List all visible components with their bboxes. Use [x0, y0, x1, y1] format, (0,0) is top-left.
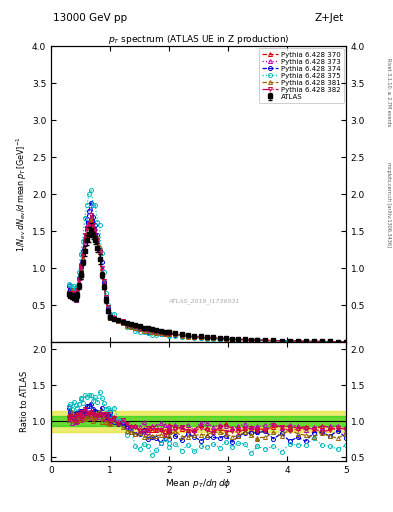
Pythia 6.428 374	[129, 324, 134, 330]
Pythia 6.428 373	[327, 338, 332, 345]
Pythia 6.428 374	[154, 330, 159, 336]
Text: Z+Jet: Z+Jet	[315, 13, 344, 23]
Text: ATLAS_2019_I1736531: ATLAS_2019_I1736531	[169, 298, 240, 304]
Pythia 6.428 373	[154, 328, 159, 334]
Pythia 6.428 374	[279, 338, 284, 344]
Pythia 6.428 375	[327, 339, 332, 345]
Pythia 6.428 382	[129, 323, 134, 329]
Pythia 6.428 381	[327, 338, 332, 345]
Pythia 6.428 375	[279, 338, 284, 345]
Line: Pythia 6.428 370: Pythia 6.428 370	[67, 217, 348, 344]
Pythia 6.428 375	[89, 186, 94, 193]
Pythia 6.428 373	[343, 338, 348, 345]
Line: Pythia 6.428 375: Pythia 6.428 375	[67, 188, 348, 344]
Pythia 6.428 381	[103, 297, 108, 304]
Pythia 6.428 375	[66, 281, 71, 287]
Pythia 6.428 373	[279, 338, 284, 344]
Pythia 6.428 373	[66, 290, 71, 296]
Pythia 6.428 381	[343, 339, 348, 345]
Pythia 6.428 370	[95, 236, 100, 242]
Pythia 6.428 382	[66, 289, 71, 295]
Pythia 6.428 370	[154, 329, 159, 335]
Pythia 6.428 370	[327, 338, 332, 345]
Pythia 6.428 382	[327, 338, 332, 345]
Pythia 6.428 374	[343, 339, 348, 345]
Pythia 6.428 375	[129, 324, 134, 330]
Pythia 6.428 375	[103, 290, 108, 296]
Pythia 6.428 370	[279, 337, 284, 344]
X-axis label: Mean $p_T/d\eta\,d\phi$: Mean $p_T/d\eta\,d\phi$	[165, 477, 232, 490]
Pythia 6.428 381	[66, 289, 71, 295]
Title: $p_T$ spectrum (ATLAS UE in Z production): $p_T$ spectrum (ATLAS UE in Z production…	[108, 33, 289, 46]
Pythia 6.428 375	[343, 339, 348, 345]
Line: Pythia 6.428 373: Pythia 6.428 373	[67, 223, 348, 344]
Pythia 6.428 373	[84, 222, 89, 228]
Pythia 6.428 373	[129, 323, 134, 329]
Pythia 6.428 375	[95, 219, 100, 225]
Pythia 6.428 370	[89, 216, 94, 222]
Pythia 6.428 381	[95, 234, 100, 241]
Pythia 6.428 382	[95, 237, 100, 243]
Pythia 6.428 381	[279, 338, 284, 344]
Text: 13000 GeV pp: 13000 GeV pp	[53, 13, 127, 23]
Y-axis label: $1/N_{ev}\,dN_{ev}/d\,\mathrm{mean}\,p_T\,[\mathrm{GeV}]^{-1}$: $1/N_{ev}\,dN_{ev}/d\,\mathrm{mean}\,p_T…	[15, 136, 29, 252]
Line: Pythia 6.428 374: Pythia 6.428 374	[67, 201, 348, 344]
Text: Rivet 3.1.10, ≥ 2.7M events: Rivet 3.1.10, ≥ 2.7M events	[386, 58, 391, 126]
Pythia 6.428 382	[343, 338, 348, 345]
Pythia 6.428 381	[154, 330, 159, 336]
Pythia 6.428 370	[343, 338, 348, 345]
Pythia 6.428 382	[103, 294, 108, 300]
Pythia 6.428 382	[154, 329, 159, 335]
Pythia 6.428 381	[129, 324, 134, 330]
Pythia 6.428 382	[89, 212, 94, 218]
Pythia 6.428 374	[103, 294, 108, 301]
Pythia 6.428 382	[279, 337, 284, 344]
Pythia 6.428 370	[129, 323, 134, 329]
Pythia 6.428 373	[103, 296, 108, 302]
Pythia 6.428 373	[95, 239, 100, 245]
Pythia 6.428 374	[89, 200, 94, 206]
Line: Pythia 6.428 381: Pythia 6.428 381	[67, 217, 348, 344]
Pythia 6.428 381	[89, 216, 94, 222]
Pythia 6.428 370	[66, 286, 71, 292]
Pythia 6.428 374	[95, 232, 100, 238]
Text: mcplots.cern.ch [arXiv:1306.3436]: mcplots.cern.ch [arXiv:1306.3436]	[386, 162, 391, 247]
Line: Pythia 6.428 382: Pythia 6.428 382	[67, 213, 348, 344]
Pythia 6.428 374	[327, 338, 332, 345]
Y-axis label: Ratio to ATLAS: Ratio to ATLAS	[20, 371, 29, 432]
Legend: Pythia 6.428 370, Pythia 6.428 373, Pythia 6.428 374, Pythia 6.428 375, Pythia 6: Pythia 6.428 370, Pythia 6.428 373, Pyth…	[259, 48, 344, 103]
Pythia 6.428 374	[66, 283, 71, 289]
Pythia 6.428 375	[154, 332, 159, 338]
Pythia 6.428 370	[103, 295, 108, 301]
